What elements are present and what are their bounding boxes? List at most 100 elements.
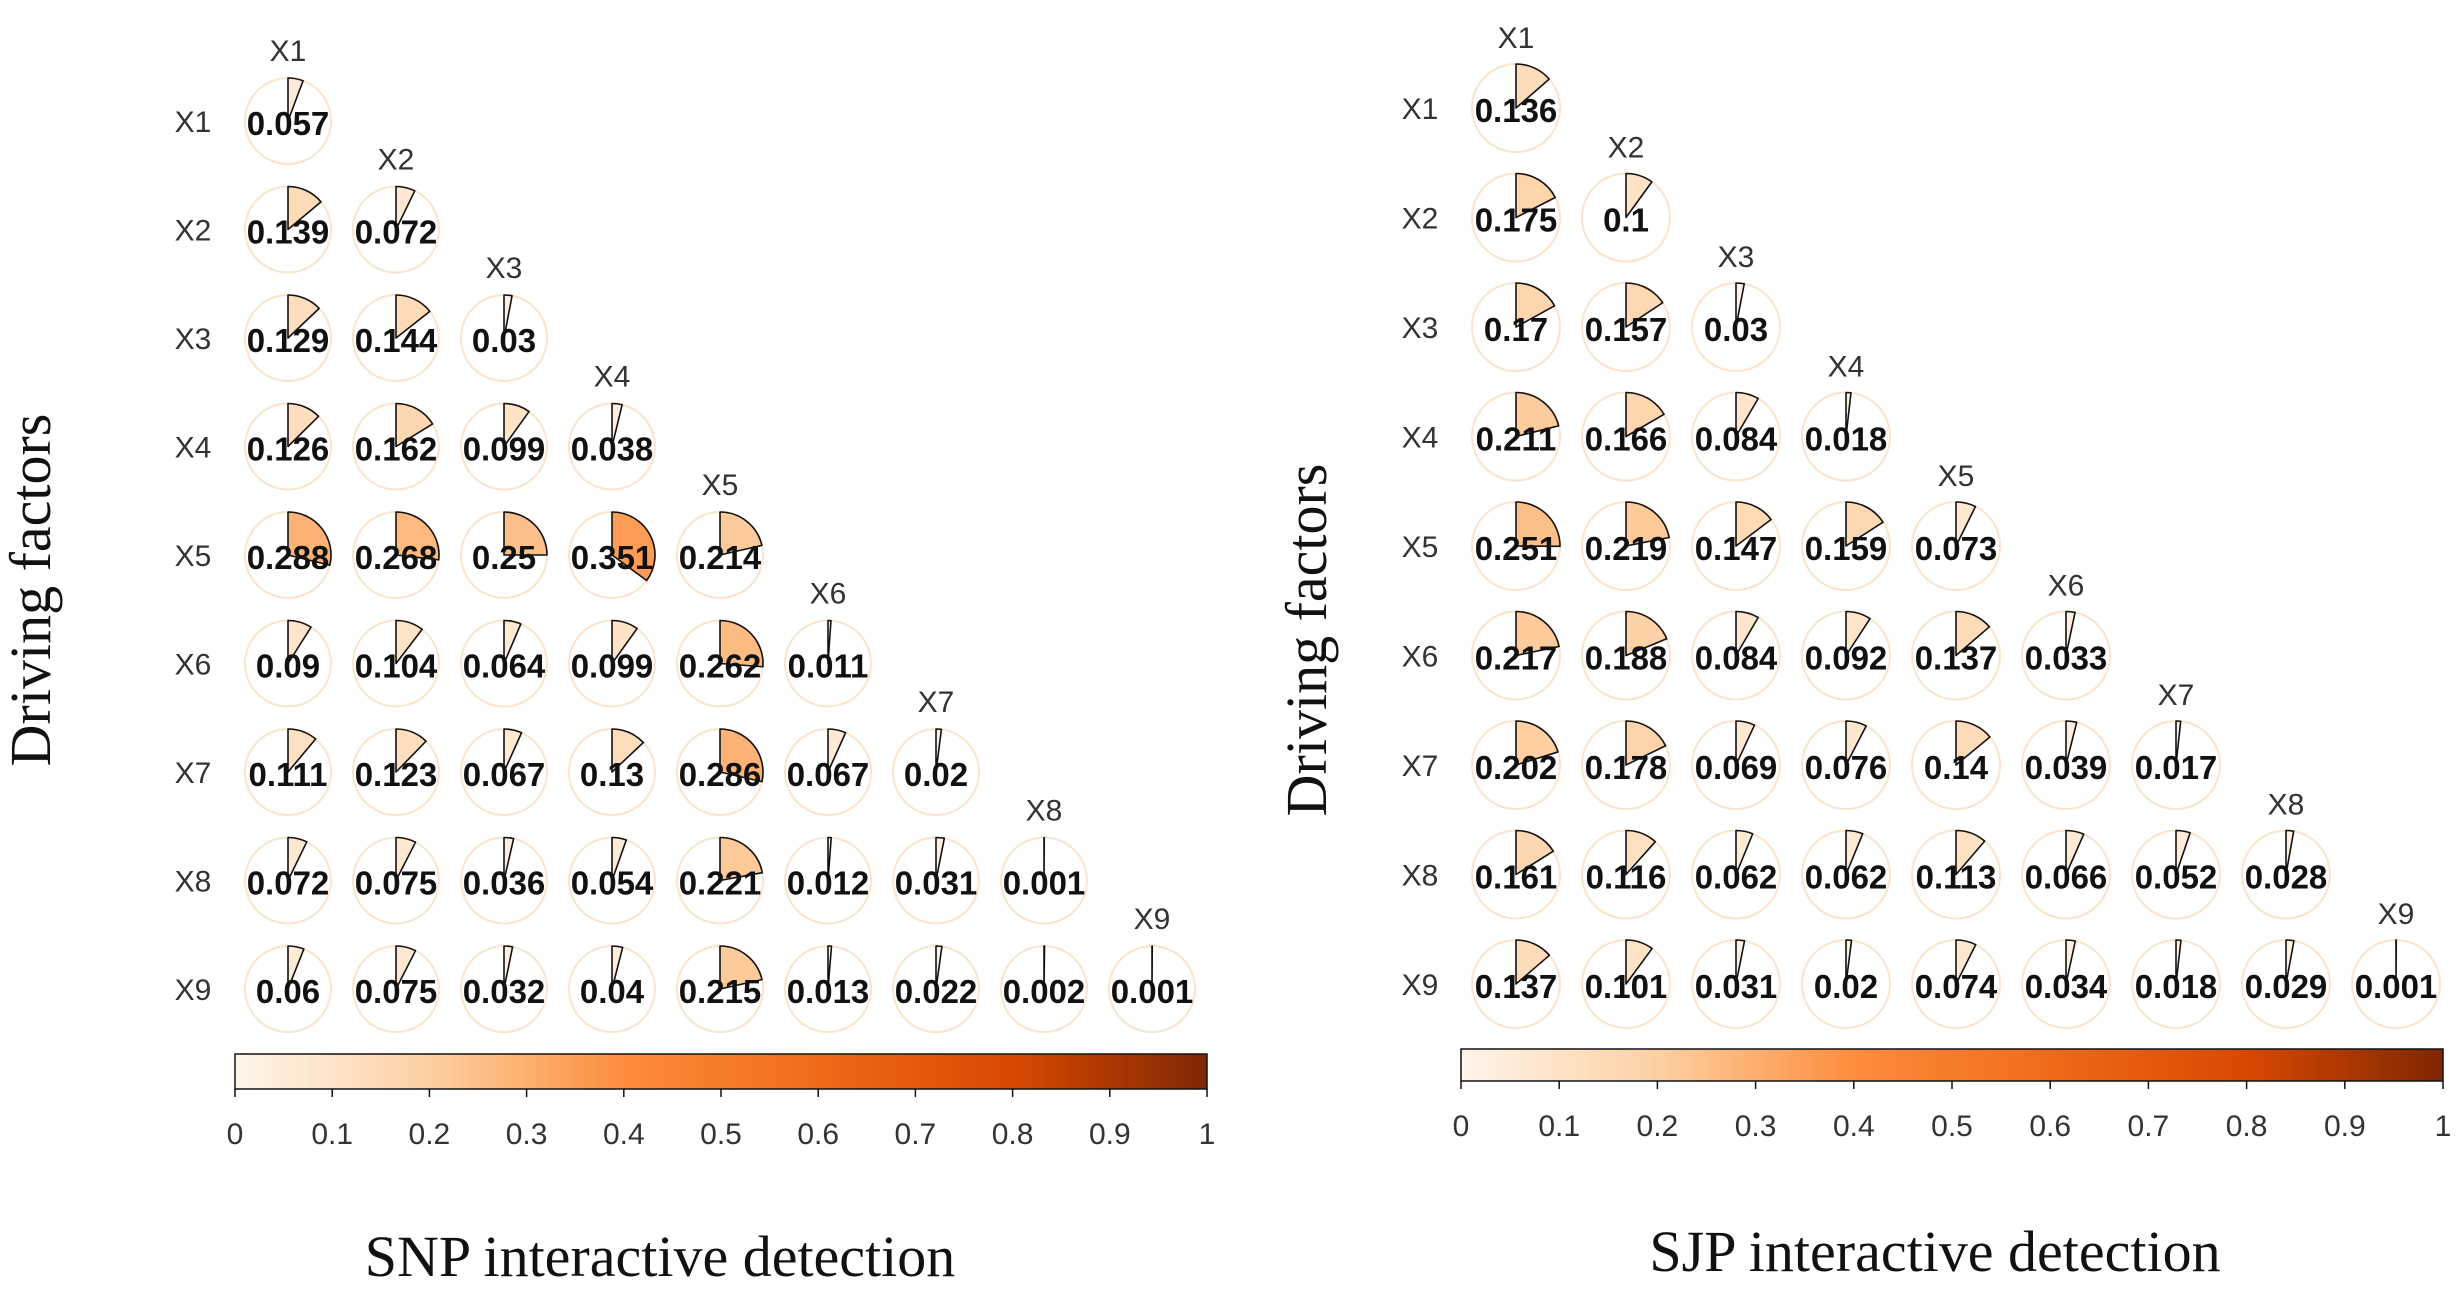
snp-cell-x6-x4: 0.099 <box>568 619 656 708</box>
snp-panel: Driving factors SNP interactive detectio… <box>0 35 1215 1289</box>
sjp-cell-x1-x1-wedge <box>1515 63 1550 109</box>
snp-cell-x3-x2-value: 0.144 <box>355 322 438 359</box>
sjp-cell-x3-x3-wedge <box>1735 282 1746 328</box>
sjp-col-label-x2: X2 <box>1608 132 1645 165</box>
snp-row-label-x7: X7 <box>175 757 212 790</box>
snp-cell-x8-x3: 0.036 <box>460 836 548 925</box>
snp-cell-x9-x5-value: 0.215 <box>679 973 762 1010</box>
sjp-cell-x5-x2-wedge <box>1625 501 1670 547</box>
snp-row-label-x5: X5 <box>175 540 212 573</box>
snp-cell-x5-x3-wedge <box>503 511 548 556</box>
sjp-cell-x5-x1-wedge <box>1515 501 1561 548</box>
snp-cell-x6-x5-value: 0.262 <box>679 648 762 685</box>
snp-cell-x6-x2-value: 0.104 <box>355 648 438 685</box>
sjp-colorbar-tick-label: 0.2 <box>1637 1110 1679 1143</box>
snp-cell-x7-x4-wedge <box>611 728 645 773</box>
snp-cell-x9-x7-value: 0.022 <box>895 973 978 1010</box>
snp-cell-x9-x5-wedge <box>719 945 763 990</box>
snp-cell-x7-x3-wedge <box>503 728 523 773</box>
sjp-row-label-x7: X7 <box>1402 750 1439 783</box>
snp-cell-x1-x1-wedge <box>287 77 304 122</box>
snp-cell-x9-x2-value: 0.075 <box>355 973 438 1010</box>
snp-cell-x8-x5-wedge <box>719 836 764 882</box>
snp-cell-x4-x4-value: 0.038 <box>571 431 654 468</box>
snp-colorbar-tick-label: 0 <box>227 1118 244 1151</box>
snp-colorbar-tick-label: 0.6 <box>797 1118 839 1151</box>
snp-cell-x9-x4: 0.04 <box>568 945 656 1033</box>
sjp-colorbar-tick-label: 0 <box>1453 1110 1470 1143</box>
snp-cell-x9-x3-wedge <box>503 945 514 990</box>
snp-cell-x7-x2-wedge <box>395 728 427 773</box>
snp-cell-x8-x7-value: 0.031 <box>895 865 978 902</box>
sjp-row-label-x1: X1 <box>1402 93 1439 126</box>
sjp-cell-x7-x7: 0.017 <box>2131 720 2221 810</box>
sjp-cell-x6-x5: 0.137 <box>1911 610 2001 701</box>
snp-col-label-x7: X7 <box>918 686 955 719</box>
sjp-cell-x6-x2-wedge <box>1625 610 1668 657</box>
sjp-cell-x8-x7: 0.052 <box>2131 829 2221 920</box>
sjp-cell-x9-x8-value: 0.029 <box>2245 968 2328 1005</box>
snp-cell-x8-x2: 0.075 <box>352 836 440 925</box>
snp-cell-x8-x3-wedge <box>503 836 515 882</box>
sjp-cell-x9-x6-value: 0.034 <box>2025 968 2108 1005</box>
sjp-cell-x7-x2: 0.178 <box>1581 720 1671 810</box>
sjp-cell-x5-x1: 0.251 <box>1471 501 1561 591</box>
snp-cell-x5-x1-wedge <box>287 511 332 566</box>
snp-cell-x3-x1-wedge <box>287 294 320 339</box>
snp-cell-x7-x4-value: 0.13 <box>580 756 644 793</box>
snp-cell-x5-x5-value: 0.214 <box>679 539 762 576</box>
snp-cell-x8-x6-value: 0.012 <box>787 865 870 902</box>
sjp-cell-x9-x1: 0.137 <box>1471 939 1561 1029</box>
snp-row-label-x8: X8 <box>175 866 212 899</box>
snp-cell-x9-x9: 0.001 <box>1108 945 1196 1033</box>
snp-cell-x8-x6: 0.012 <box>784 836 872 925</box>
sjp-cell-x5-x3: 0.147 <box>1691 501 1781 591</box>
snp-cell-x6-x3: 0.064 <box>460 619 548 708</box>
sjp-cell-x7-x1: 0.202 <box>1471 720 1561 810</box>
snp-cell-x7-x7: 0.02 <box>892 728 980 816</box>
sjp-row-label-x9: X9 <box>1402 969 1439 1002</box>
sjp-cell-x6-x4-value: 0.092 <box>1805 640 1888 677</box>
sjp-cell-x9-x7: 0.018 <box>2131 939 2221 1029</box>
snp-cell-x6-x2-wedge <box>395 619 423 665</box>
sjp-cell-x7-x4-wedge <box>1845 720 1868 766</box>
snp-colorbar-tick-label: 0.2 <box>409 1118 451 1151</box>
snp-col-label-x2: X2 <box>378 144 415 177</box>
snp-cell-x5-x1-value: 0.288 <box>247 539 330 576</box>
snp-col-label-x9: X9 <box>1134 903 1171 936</box>
sjp-cell-x9-x8-wedge <box>2285 939 2295 985</box>
sjp-cell-x6-x6: 0.033 <box>2021 610 2111 701</box>
sjp-colorbar-tick-label: 0.4 <box>1833 1110 1875 1143</box>
snp-cell-x3-x1-value: 0.129 <box>247 322 330 359</box>
sjp-cell-x5-x2: 0.219 <box>1581 501 1671 591</box>
snp-cell-x9-x4-value: 0.04 <box>580 973 645 1010</box>
sjp-cell-x9-x5-wedge <box>1955 939 1977 985</box>
snp-cell-x6-x1-wedge <box>287 619 312 665</box>
sjp-row-label-x6: X6 <box>1402 641 1439 674</box>
sjp-cell-x5-x2-value: 0.219 <box>1585 530 1668 567</box>
snp-cell-x8-x1-value: 0.072 <box>247 865 330 902</box>
snp-cell-x9-x1-value: 0.06 <box>256 973 320 1010</box>
snp-cell-x8-x8: 0.001 <box>1000 836 1088 925</box>
snp-cell-x9-x1-wedge <box>287 945 305 990</box>
snp-col-label-x5: X5 <box>702 469 739 502</box>
snp-cell-x8-x1-wedge <box>287 836 308 882</box>
snp-cell-x9-x3-value: 0.032 <box>463 973 546 1010</box>
sjp-colorbar-tick-label: 0.5 <box>1931 1110 1973 1143</box>
sjp-y-axis-title: Driving factors <box>1274 464 1339 817</box>
snp-cell-x5-x4-wedge <box>611 511 656 582</box>
snp-col-label-x4: X4 <box>594 361 631 394</box>
snp-row-label-x4: X4 <box>175 432 212 465</box>
sjp-cell-x5-x5: 0.073 <box>1911 501 2001 591</box>
sjp-cell-x4-x4-wedge <box>1845 391 1852 438</box>
snp-cell-x8-x5-value: 0.221 <box>679 865 762 902</box>
sjp-colorbar-tick-label: 0.7 <box>2128 1110 2170 1143</box>
sjp-cell-x1-x1: 0.136 <box>1471 63 1561 153</box>
sjp-cell-x5-x4-value: 0.159 <box>1805 530 1888 567</box>
snp-colorbar-tick-label: 0.8 <box>992 1118 1034 1151</box>
snp-cell-x9-x7-wedge <box>935 945 943 990</box>
sjp-cell-x7-x5-wedge <box>1955 720 1991 766</box>
snp-cell-x5-x2-wedge <box>395 511 440 561</box>
sjp-cell-x9-x7-value: 0.018 <box>2135 968 2218 1005</box>
snp-chart-title: SNP interactive detection <box>365 1224 956 1289</box>
